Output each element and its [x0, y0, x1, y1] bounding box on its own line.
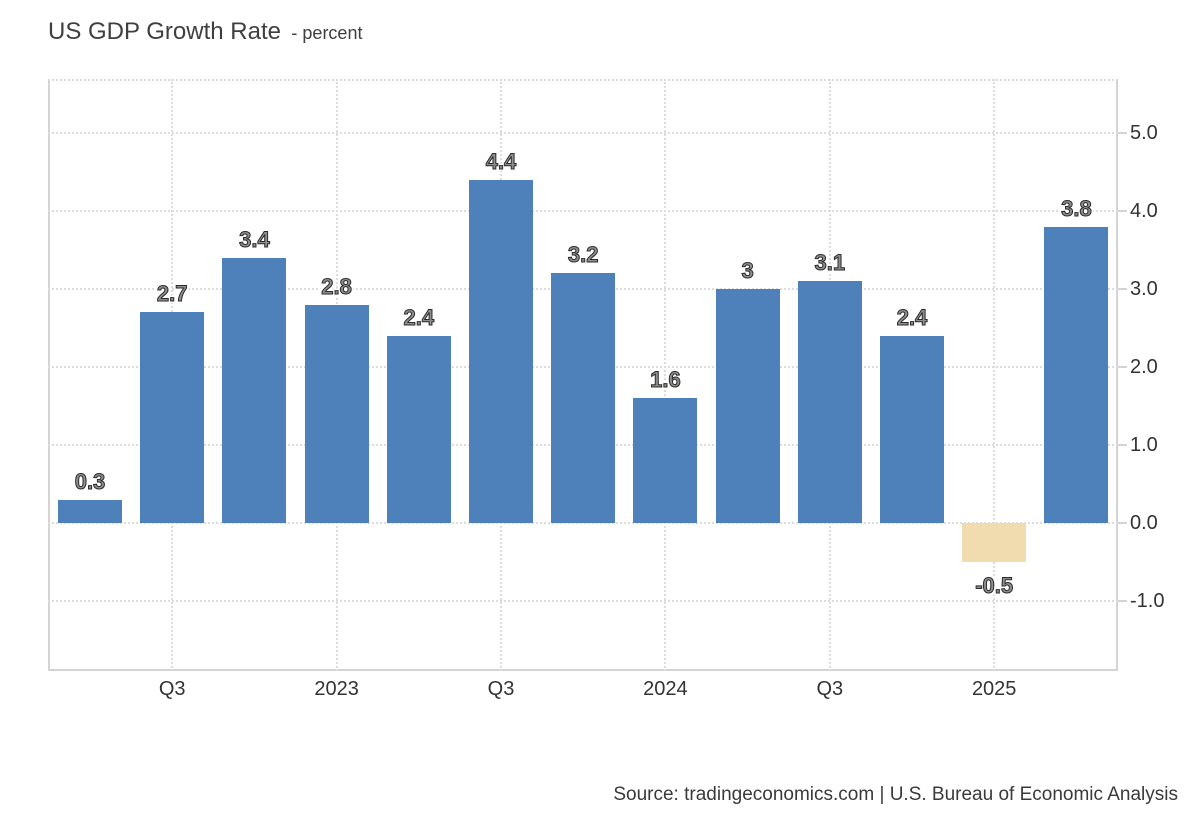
bar-value-label: 2.8	[321, 273, 353, 299]
y-axis-tick-mark	[1118, 600, 1127, 602]
y-axis-tick-mark	[1118, 522, 1127, 524]
horizontal-gridline	[48, 132, 1118, 134]
gdp-bar[interactable]	[962, 523, 1027, 562]
x-axis-tick-label: Q3	[158, 678, 186, 700]
chart-title: US GDP Growth Rate - percent	[48, 16, 362, 51]
y-axis-tick-label: -1.0	[1130, 590, 1165, 612]
gdp-bar[interactable]	[633, 398, 698, 523]
horizontal-gridline	[48, 210, 1118, 212]
y-axis-tick-label: 0.0	[1130, 512, 1158, 534]
gdp-bar[interactable]	[140, 312, 205, 523]
gdp-bar[interactable]	[469, 179, 533, 523]
gdp-bar[interactable]	[797, 281, 862, 523]
y-axis-tick-label: 1.0	[1130, 434, 1158, 456]
gdp-bar[interactable]	[222, 257, 287, 523]
x-axis-tick-label: Q3	[816, 678, 844, 700]
bar-value-label: 4.4	[485, 148, 517, 174]
bar-value-label: 3.2	[567, 242, 599, 268]
y-axis-tick-mark	[1118, 288, 1127, 290]
horizontal-gridline	[48, 522, 1118, 524]
gdp-bar[interactable]	[386, 335, 451, 523]
x-axis-tick-label: 2025	[971, 678, 1017, 700]
bar-value-label: 3.1	[814, 250, 846, 276]
gdp-bar[interactable]	[1044, 226, 1109, 523]
bar-value-label: 3.8	[1061, 195, 1093, 221]
x-axis-tick-label: 2023	[314, 678, 359, 700]
bar-value-label: 3.4	[239, 226, 271, 252]
y-axis-tick-mark	[1118, 210, 1127, 212]
gdp-bar[interactable]	[880, 335, 944, 523]
gdp-bar[interactable]	[304, 304, 369, 523]
y-axis-tick-mark	[1118, 132, 1127, 134]
bar-value-label: -0.5	[975, 573, 1014, 598]
y-axis-tick-label: 3.0	[1130, 278, 1158, 300]
y-axis-tick-mark	[1118, 444, 1127, 446]
bar-value-label: 2.4	[403, 304, 435, 330]
gdp-bar[interactable]	[58, 499, 122, 523]
chart-title-main: US GDP Growth Rate	[48, 18, 281, 45]
bar-value-label: 3	[741, 258, 754, 283]
y-axis-tick-mark	[1118, 366, 1127, 368]
x-axis-tick-label: Q3	[487, 678, 515, 700]
y-axis-tick-label: 4.0	[1130, 200, 1158, 222]
y-axis-tick-label: 2.0	[1130, 356, 1158, 378]
bar-value-label: 1.6	[650, 367, 682, 393]
x-axis-tick-label: 2024	[643, 678, 688, 700]
y-axis-tick-label: 5.0	[1130, 122, 1158, 144]
bar-value-label: 0.3	[74, 468, 106, 494]
gdp-bar[interactable]	[715, 289, 780, 523]
bar-value-label: 2.4	[896, 304, 928, 330]
vertical-gridline	[664, 79, 667, 671]
source-attribution: Source: tradingeconomics.com | U.S. Bure…	[613, 784, 1178, 805]
horizontal-gridline	[48, 600, 1118, 602]
bar-value-label: 2.7	[156, 281, 188, 307]
vertical-gridline	[993, 79, 996, 671]
chart-title-subtitle: - percent	[291, 23, 363, 43]
gdp-bar[interactable]	[551, 273, 616, 523]
